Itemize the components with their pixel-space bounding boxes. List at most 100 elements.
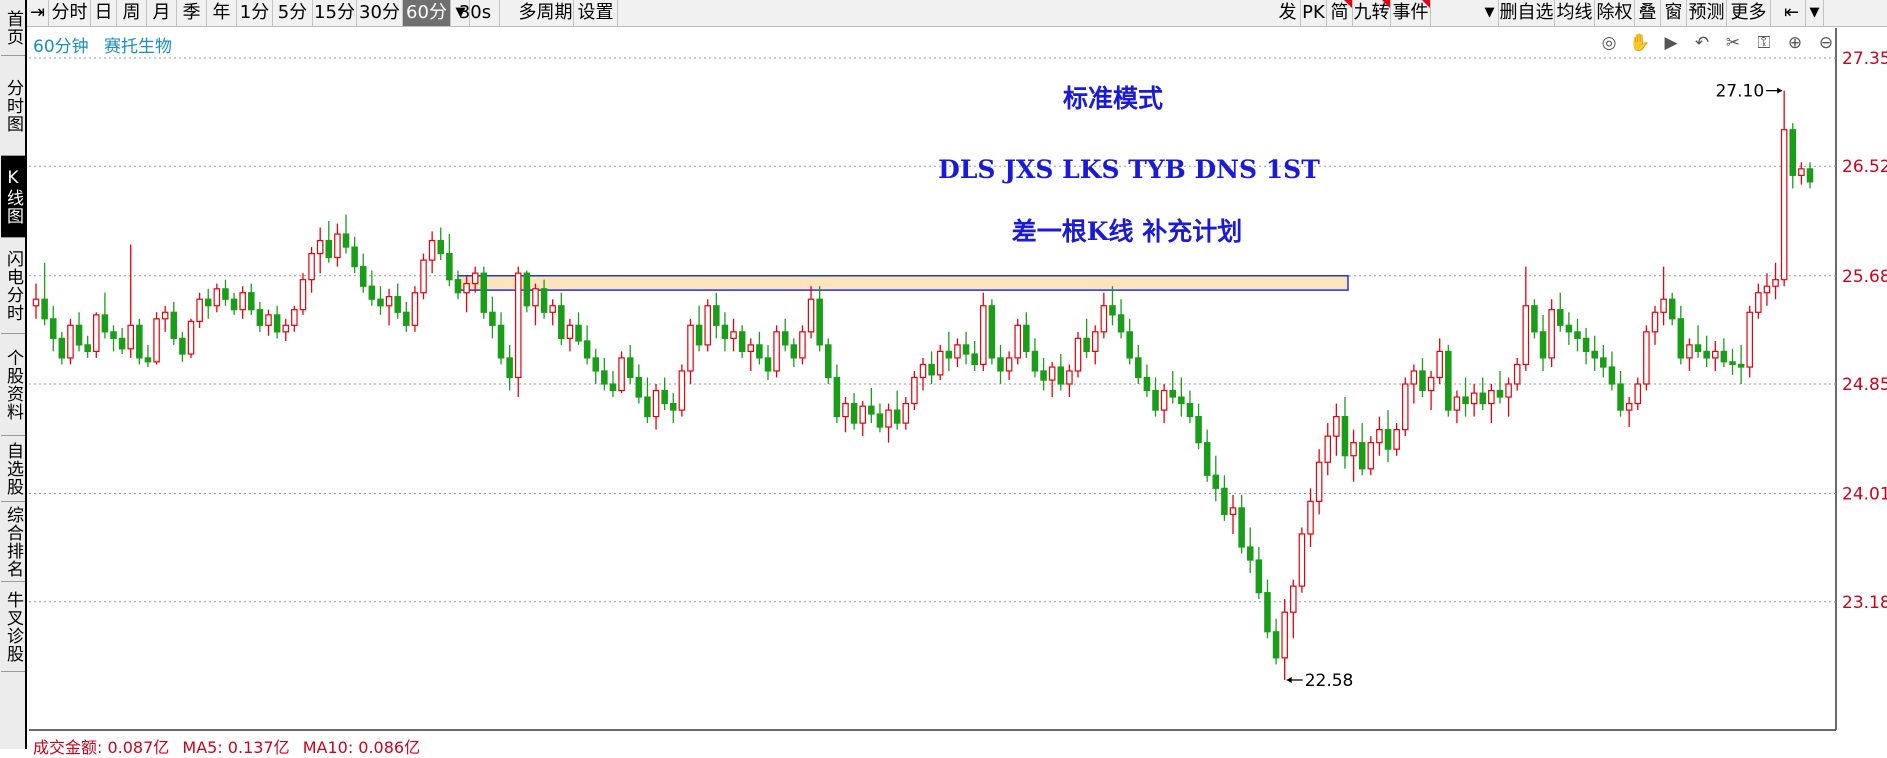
tool-label: 九转 bbox=[1353, 2, 1390, 23]
left-tab-0[interactable]: 首页 bbox=[1, 0, 25, 56]
stock-name[interactable]: 赛托生物 bbox=[104, 37, 173, 57]
annotation-title[interactable]: 标准模式 bbox=[1063, 84, 1163, 113]
period-6[interactable]: 1分 bbox=[237, 0, 273, 26]
candle bbox=[609, 370, 617, 398]
left-tab-4[interactable]: 个股资料 bbox=[1, 334, 25, 436]
candle bbox=[325, 221, 333, 263]
period-12[interactable]: 多周期 bbox=[518, 0, 574, 26]
candle bbox=[1755, 283, 1762, 319]
tool-5[interactable]: 删自选 bbox=[1499, 0, 1555, 26]
candle bbox=[1712, 340, 1719, 371]
price-zone[interactable] bbox=[457, 275, 1349, 291]
tool-11[interactable]: 更多 bbox=[1727, 0, 1771, 26]
period-2[interactable]: 周 bbox=[117, 0, 147, 26]
left-tab-1[interactable]: 分时图 bbox=[1, 56, 25, 156]
period-0[interactable]: 分时 bbox=[49, 0, 91, 26]
y-tick-label: 25.68 bbox=[1842, 267, 1887, 287]
red-corner-icon bbox=[1344, 0, 1352, 8]
period-9[interactable]: 30分 bbox=[357, 0, 403, 26]
zoom-in-icon[interactable]: ⊕ bbox=[1787, 33, 1803, 53]
candle bbox=[893, 390, 901, 430]
hand-icon[interactable]: ✋ bbox=[1629, 33, 1651, 53]
candle bbox=[213, 283, 221, 313]
candle bbox=[1582, 327, 1590, 365]
play-icon[interactable]: ▶ bbox=[1664, 33, 1678, 53]
volume-info: 成交金额: 0.087亿 MA5: 0.137亿 MA10: 0.086亿 bbox=[33, 734, 428, 758]
tool-6[interactable]: 均线 bbox=[1555, 0, 1595, 26]
scissors-icon[interactable]: ✂ bbox=[1725, 33, 1741, 53]
annotation-line3[interactable]: 差一根K线 补充计划 bbox=[1012, 217, 1242, 246]
tool-10[interactable]: 预测 bbox=[1687, 0, 1727, 26]
window-dropdown-icon[interactable]: ▼ bbox=[1806, 0, 1824, 26]
undo-icon[interactable]: ↶ bbox=[1694, 33, 1710, 53]
candle bbox=[876, 403, 884, 433]
candle bbox=[1229, 494, 1237, 534]
candle bbox=[480, 266, 488, 319]
eye-icon[interactable]: ◎ bbox=[1601, 33, 1617, 53]
candle bbox=[1169, 370, 1177, 404]
candle bbox=[248, 283, 255, 315]
period-dropdown-icon[interactable]: ▼ bbox=[452, 0, 470, 26]
left-tab-6[interactable]: 综合排名 bbox=[1, 502, 25, 582]
period-4[interactable]: 季 bbox=[177, 0, 207, 26]
tool-3[interactable]: 九转 bbox=[1353, 0, 1391, 26]
amount-label: 成交金额: 0.087亿 bbox=[33, 738, 170, 757]
tool-4[interactable]: 事件 bbox=[1391, 0, 1431, 26]
left-nav: 首页 分时图 K线图 闪电分时 个股资料 自选股 综合排名 牛叉诊股 bbox=[0, 0, 27, 749]
first-page-icon[interactable]: ⇤ bbox=[1778, 0, 1806, 26]
left-tab-3[interactable]: 闪电分时 bbox=[1, 238, 25, 334]
tool-1[interactable]: PK bbox=[1301, 0, 1327, 26]
candle bbox=[919, 357, 927, 391]
candle bbox=[601, 357, 608, 391]
candle bbox=[1548, 299, 1555, 368]
candle bbox=[592, 348, 600, 384]
left-tab-7[interactable]: 牛叉诊股 bbox=[1, 582, 25, 672]
candle bbox=[936, 344, 944, 381]
tool-8[interactable]: 叠 bbox=[1635, 0, 1661, 26]
annotation-line2[interactable]: DLS JXS LKS TYB DNS 1ST bbox=[938, 155, 1320, 184]
candle bbox=[859, 400, 866, 437]
more-dropdown-icon[interactable]: ▼ bbox=[1481, 0, 1499, 26]
candle bbox=[1126, 318, 1133, 365]
candle bbox=[1152, 377, 1159, 417]
red-corner-icon bbox=[1382, 0, 1390, 8]
zoom-out-icon[interactable]: ⊖ bbox=[1818, 33, 1834, 53]
candle bbox=[170, 301, 178, 345]
tool-2[interactable]: 简 bbox=[1327, 0, 1353, 26]
period-1[interactable]: 日 bbox=[91, 0, 117, 26]
candle bbox=[1737, 344, 1745, 384]
period-5[interactable]: 年 bbox=[207, 0, 237, 26]
candle bbox=[368, 270, 376, 306]
candle bbox=[93, 312, 100, 358]
tool-label: PK bbox=[1302, 2, 1325, 23]
left-tab-2[interactable]: K线图 bbox=[1, 156, 25, 238]
period-7[interactable]: 5分 bbox=[273, 0, 313, 26]
candle bbox=[1324, 423, 1332, 476]
candle bbox=[1031, 338, 1039, 378]
candle bbox=[446, 234, 453, 287]
period-toolbar: ⇥ ▼ ▼ ⇤ ▼ 分时日周月季年 1分 5分 15分 30分 60分 30s 多周期 设置 发 P… bbox=[27, 0, 1887, 27]
candle bbox=[575, 312, 582, 345]
candle bbox=[1246, 527, 1254, 574]
tool-7[interactable]: 除权 bbox=[1595, 0, 1635, 26]
back-arrow-icon[interactable]: ⇥ bbox=[27, 0, 49, 26]
candle bbox=[652, 384, 660, 430]
candle bbox=[1109, 286, 1116, 326]
period-11[interactable]: 30s bbox=[451, 0, 500, 26]
period-13[interactable]: 设置 bbox=[574, 0, 618, 26]
candle bbox=[437, 227, 445, 261]
period-3[interactable]: 月 bbox=[147, 0, 177, 26]
tool-9[interactable]: 窗 bbox=[1661, 0, 1687, 26]
candle bbox=[1746, 305, 1753, 378]
red-corner-icon bbox=[1422, 0, 1430, 8]
candle bbox=[868, 387, 875, 424]
candle bbox=[644, 377, 651, 424]
period-8[interactable]: 15分 bbox=[313, 0, 357, 26]
tool-0[interactable]: 发 bbox=[1275, 0, 1301, 26]
left-tab-5[interactable]: 自选股 bbox=[1, 436, 25, 502]
lock-icon[interactable]: ⚿ bbox=[1757, 33, 1771, 53]
period-10[interactable]: 60分 bbox=[403, 0, 451, 26]
candle bbox=[1014, 318, 1021, 365]
candle bbox=[1048, 361, 1056, 398]
candle bbox=[230, 292, 238, 315]
